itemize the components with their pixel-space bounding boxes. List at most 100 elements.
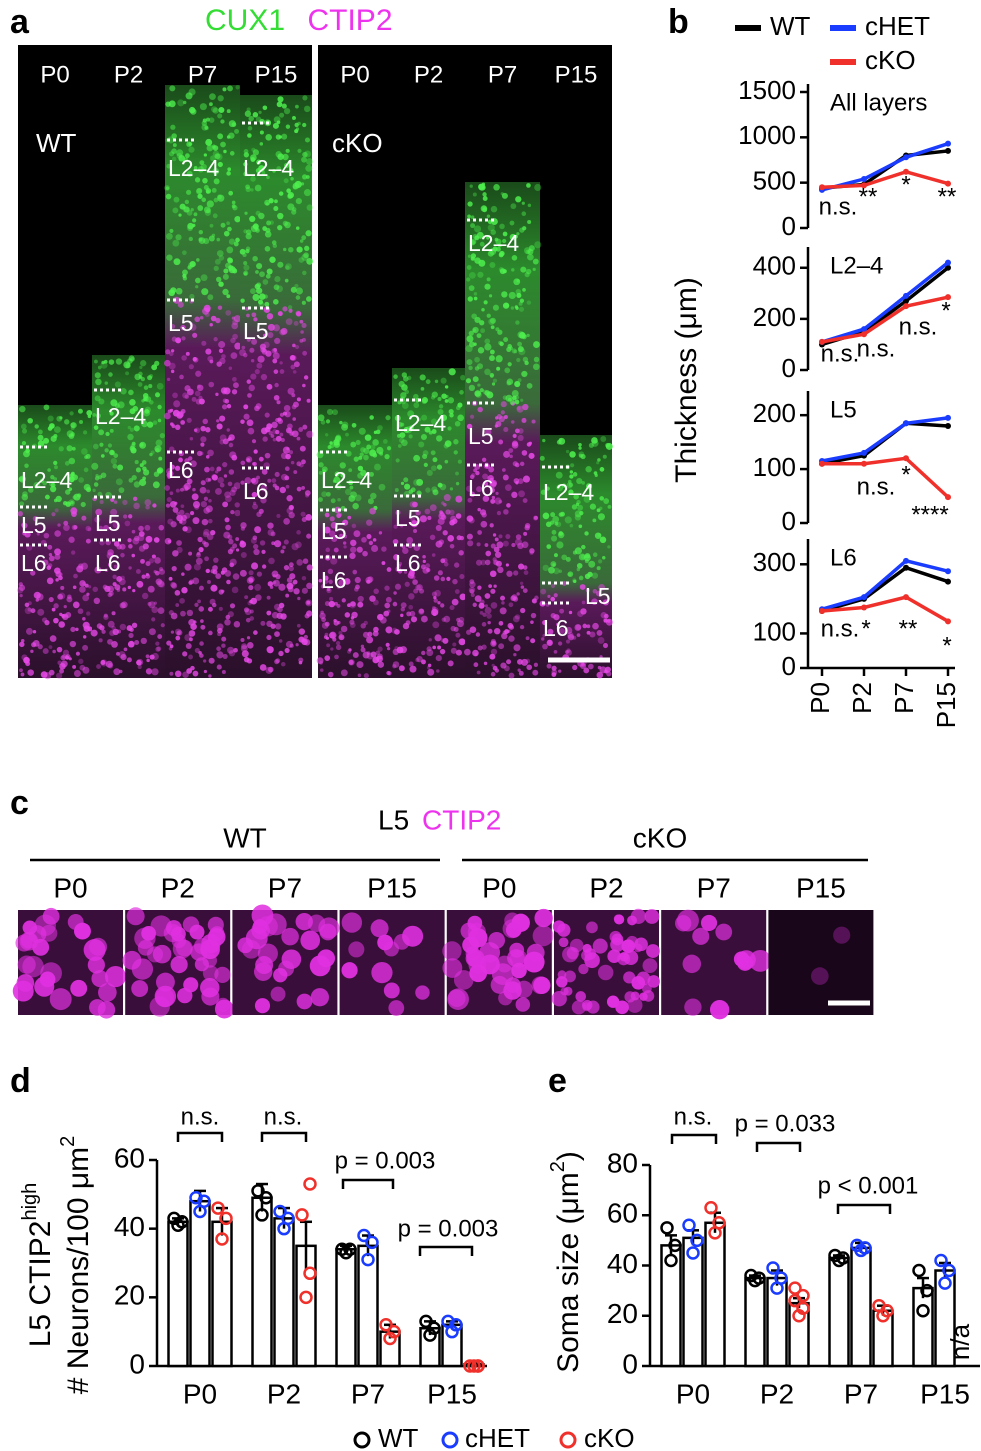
cell xyxy=(289,355,296,361)
cell xyxy=(234,502,240,508)
cell xyxy=(494,551,502,558)
cell xyxy=(516,405,524,413)
x-tick-label: P15 xyxy=(920,1378,970,1409)
nucleus xyxy=(383,941,399,957)
cell xyxy=(255,167,262,174)
cell xyxy=(477,406,483,413)
cell xyxy=(256,571,263,577)
cell xyxy=(512,433,517,438)
cell xyxy=(157,418,162,423)
cell xyxy=(517,346,524,353)
cell xyxy=(147,538,151,542)
bracket xyxy=(260,1131,308,1142)
cell xyxy=(510,306,515,310)
cell xyxy=(186,189,192,195)
cell xyxy=(511,389,519,397)
cell xyxy=(341,423,349,431)
cell xyxy=(433,575,440,581)
cell xyxy=(574,514,582,521)
cell xyxy=(383,610,390,617)
cell xyxy=(216,466,222,472)
cell xyxy=(80,501,86,508)
nucleus xyxy=(749,949,772,972)
cell xyxy=(154,557,161,564)
legend-label: cKO xyxy=(865,45,916,75)
cell xyxy=(182,526,188,532)
cell xyxy=(243,261,248,266)
nucleus xyxy=(83,939,106,961)
cell xyxy=(247,133,252,138)
cell xyxy=(273,299,279,305)
cell xyxy=(540,588,547,595)
cell xyxy=(455,471,459,476)
cell xyxy=(401,402,409,410)
cell xyxy=(437,517,445,525)
cell xyxy=(344,612,351,618)
cell xyxy=(283,565,290,571)
cell xyxy=(292,182,300,190)
cell xyxy=(83,625,90,632)
annotation: * xyxy=(942,632,951,659)
cell xyxy=(551,665,557,671)
cell xyxy=(226,294,231,299)
cell xyxy=(203,528,210,536)
cell xyxy=(292,579,298,585)
cell xyxy=(57,523,61,527)
dot xyxy=(766,1261,780,1275)
chart-title: All layers xyxy=(830,89,927,116)
cell xyxy=(182,392,189,399)
layer-label: L2–4 xyxy=(543,479,594,505)
data-point xyxy=(903,594,909,601)
cell xyxy=(507,397,512,402)
dot xyxy=(251,1184,265,1198)
cell xyxy=(349,622,356,628)
age-label: P7 xyxy=(268,872,302,903)
cell xyxy=(372,630,379,637)
cell xyxy=(200,619,204,623)
cell xyxy=(441,393,447,399)
cell xyxy=(483,300,488,305)
bar xyxy=(766,1276,788,1368)
cell xyxy=(404,581,410,587)
cell xyxy=(479,610,484,615)
cell xyxy=(19,641,25,648)
cell xyxy=(370,444,376,450)
cell xyxy=(385,642,390,647)
cell xyxy=(287,191,294,199)
cell xyxy=(87,414,92,419)
legend-label: WT xyxy=(770,11,811,41)
cell xyxy=(287,586,294,593)
cell xyxy=(478,259,486,267)
cell xyxy=(490,229,496,235)
cell xyxy=(500,595,506,601)
cell xyxy=(334,601,339,606)
cell xyxy=(227,646,235,654)
cell xyxy=(296,436,301,441)
cell xyxy=(272,358,278,364)
cell xyxy=(503,509,509,515)
cell xyxy=(94,566,102,574)
bracket xyxy=(836,1203,892,1214)
dot xyxy=(796,1288,810,1303)
data-point xyxy=(945,414,951,421)
cell xyxy=(489,487,495,493)
cell xyxy=(473,225,482,233)
cell xyxy=(502,540,509,547)
cell xyxy=(112,521,120,529)
cell xyxy=(233,315,241,323)
bracket xyxy=(755,1141,802,1152)
cell xyxy=(511,255,518,261)
cell xyxy=(207,478,212,482)
cell xyxy=(188,142,193,146)
cell xyxy=(509,233,517,241)
nucleus xyxy=(630,991,640,1001)
cell xyxy=(178,509,185,516)
nucleus xyxy=(531,976,550,995)
cell xyxy=(408,604,414,610)
nucleus xyxy=(682,954,702,974)
cell xyxy=(60,655,66,661)
annotation: * xyxy=(861,615,870,642)
cell xyxy=(60,585,65,590)
cell xyxy=(545,521,552,528)
cell xyxy=(451,598,459,606)
